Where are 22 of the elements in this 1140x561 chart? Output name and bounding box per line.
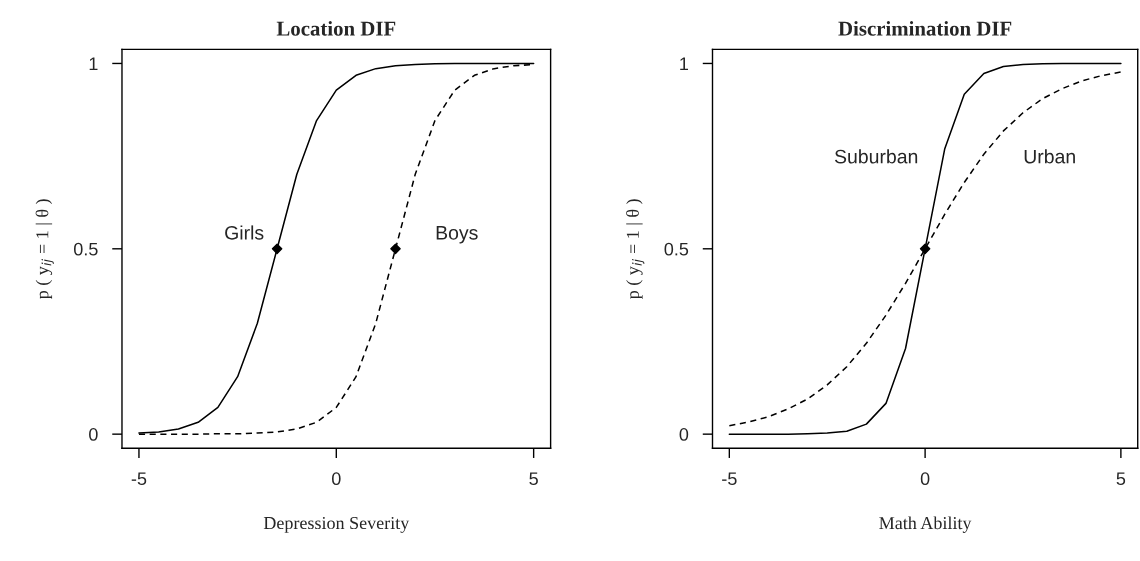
y-tick-label: 0 xyxy=(89,428,98,441)
annotation: Boys xyxy=(436,226,478,244)
x-tick-label: 0 xyxy=(331,472,341,486)
annotation: Girls xyxy=(225,225,264,240)
x-tick-label: 0 xyxy=(920,472,930,486)
annotation: Suburban xyxy=(834,149,918,164)
chart-title: Discrimination DIF xyxy=(838,21,1012,36)
x-axis-title: Math Ability xyxy=(879,516,972,533)
chart-title: Location DIF xyxy=(276,21,396,36)
x-tick-label: -5 xyxy=(722,472,737,486)
y-tick-label: 0.5 xyxy=(73,242,98,256)
x-tick-label: -5 xyxy=(131,472,147,486)
y-tick-label: 0.5 xyxy=(664,242,689,256)
y-tick-label: 0 xyxy=(679,428,689,441)
y-axis-title: p ( y$_{ij}$ = 1 | θ ) xyxy=(35,199,54,299)
x-tick-label: 5 xyxy=(1116,472,1126,486)
y-tick-label: 1 xyxy=(89,57,98,70)
x-axis-title: Depression Severity xyxy=(263,516,410,533)
y-tick-label: 1 xyxy=(680,57,689,70)
y-axis-title: p ( y$_{ij}$ = 1 | θ ) xyxy=(626,199,645,299)
annotation: Urban xyxy=(1024,149,1075,164)
x-tick-label: 5 xyxy=(529,472,538,486)
